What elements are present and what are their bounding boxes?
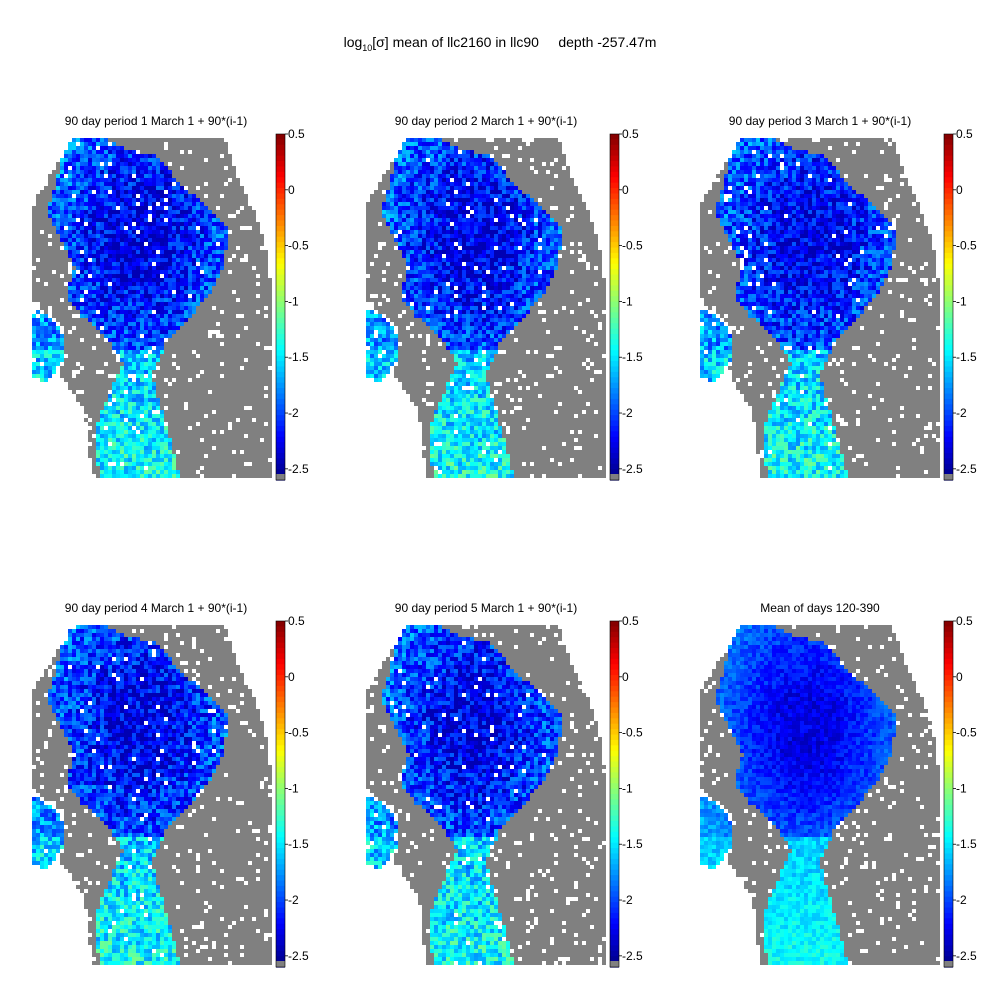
figure-title: log10[σ] mean of llc2160 in llc90 depth … [0, 34, 1000, 53]
colorbar-tick-label: -2.5 [288, 949, 309, 963]
colorbar-tick-label: -1.5 [956, 350, 977, 364]
colorbar-tick-label: -1 [288, 781, 299, 795]
panel-3-map [700, 138, 940, 478]
colorbar-tick-label: -1.5 [622, 837, 643, 851]
colorbar-tick-label: -2 [622, 893, 633, 907]
colorbar-land-swatch [276, 474, 285, 480]
panel-6-title: Mean of days 120-390 [760, 601, 880, 615]
colorbar-tick-label: -2 [956, 406, 967, 420]
colorbar-land-swatch [944, 961, 953, 967]
figure-title-rest: [σ] mean of llc2160 in llc90 depth -257.… [372, 34, 657, 50]
colorbar-tick-label: -1 [622, 781, 633, 795]
colorbar-tick-label: -1.5 [622, 350, 643, 364]
colorbar-tick-label: -2 [956, 893, 967, 907]
colorbar-tick-label: 0 [622, 183, 629, 197]
colorbar-tick-label: -0.5 [956, 726, 977, 740]
colorbar-tick-label: -2 [622, 406, 633, 420]
panel-1-title: 90 day period 1 March 1 + 90*(i-1) [64, 114, 248, 128]
panel-6-colorbar: 0.5 0 -0.5 -1 -1.5 -2 -2.5 [943, 614, 977, 968]
colorbar-tick-label: -0.5 [288, 726, 309, 740]
panel-2-map [366, 138, 606, 478]
panel-6-map [700, 625, 940, 965]
colorbar-land-swatch [610, 961, 619, 967]
colorbar-land-swatch [610, 474, 619, 480]
colorbar-tick-label: 0 [622, 670, 629, 684]
colorbar-tick-label: -0.5 [956, 239, 977, 253]
colorbar-tick-label: -1.5 [956, 837, 977, 851]
colorbar-tick-label: -0.5 [622, 239, 643, 253]
colorbar-tick-label: 0 [956, 670, 963, 684]
colorbar-tick-label: 0.5 [956, 127, 973, 141]
panel-5-colorbar: 0.5 0 -0.5 -1 -1.5 -2 -2.5 [609, 614, 643, 968]
colorbar-tick-label: 0 [288, 183, 295, 197]
panel-3-colorbar: 0.5 0 -0.5 -1 -1.5 -2 -2.5 [943, 127, 977, 481]
panel-2-colorbar: 0.5 0 -0.5 -1 -1.5 -2 -2.5 [609, 127, 643, 481]
panel-1-map [32, 138, 272, 478]
colorbar-tick-label: -2.5 [288, 462, 309, 476]
colorbar-tick-label: -1.5 [288, 837, 309, 851]
panel-3-title: 90 day period 3 March 1 + 90*(i-1) [728, 114, 912, 128]
colorbar-tick-label: -2.5 [622, 949, 643, 963]
colorbar-tick-label: -0.5 [622, 726, 643, 740]
colorbar-tick-label: -1 [622, 294, 633, 308]
panel-4-colorbar: 0.5 0 -0.5 -1 -1.5 -2 -2.5 [275, 614, 309, 968]
colorbar-tick-label: -2.5 [622, 462, 643, 476]
colorbar-tick-label: -1.5 [288, 350, 309, 364]
colorbar-tick-label: -2 [288, 406, 299, 420]
colorbar-land-swatch [276, 961, 285, 967]
colorbar-tick-label: -1 [956, 294, 967, 308]
colorbar-tick-label: 0 [956, 183, 963, 197]
colorbar-tick-label: -2.5 [956, 462, 977, 476]
colorbar-tick-label: -1 [288, 294, 299, 308]
panel-4-title: 90 day period 4 March 1 + 90*(i-1) [64, 601, 248, 615]
colorbar-tick-label: -0.5 [288, 239, 309, 253]
panel-2-title: 90 day period 2 March 1 + 90*(i-1) [394, 114, 578, 128]
colorbar-tick-label: -1 [956, 781, 967, 795]
panel-4-map [32, 625, 272, 965]
colorbar-tick-label: 0.5 [288, 127, 305, 141]
colorbar-land-swatch [944, 474, 953, 480]
panel-5-map [366, 625, 606, 965]
colorbar-tick-label: 0.5 [956, 614, 973, 628]
colorbar-tick-label: 0.5 [288, 614, 305, 628]
colorbar-tick-label: -2.5 [956, 949, 977, 963]
colorbar-tick-label: 0.5 [622, 614, 639, 628]
panel-1-colorbar: 0.5 0 -0.5 -1 -1.5 -2 -2.5 [275, 127, 309, 481]
figure-title-log: log [343, 34, 363, 50]
colorbar-tick-label: 0.5 [622, 127, 639, 141]
panel-5-title: 90 day period 5 March 1 + 90*(i-1) [394, 601, 578, 615]
figure-title-subscript: 10 [362, 42, 373, 53]
colorbar-tick-label: -2 [288, 893, 299, 907]
colorbar-tick-label: 0 [288, 670, 295, 684]
